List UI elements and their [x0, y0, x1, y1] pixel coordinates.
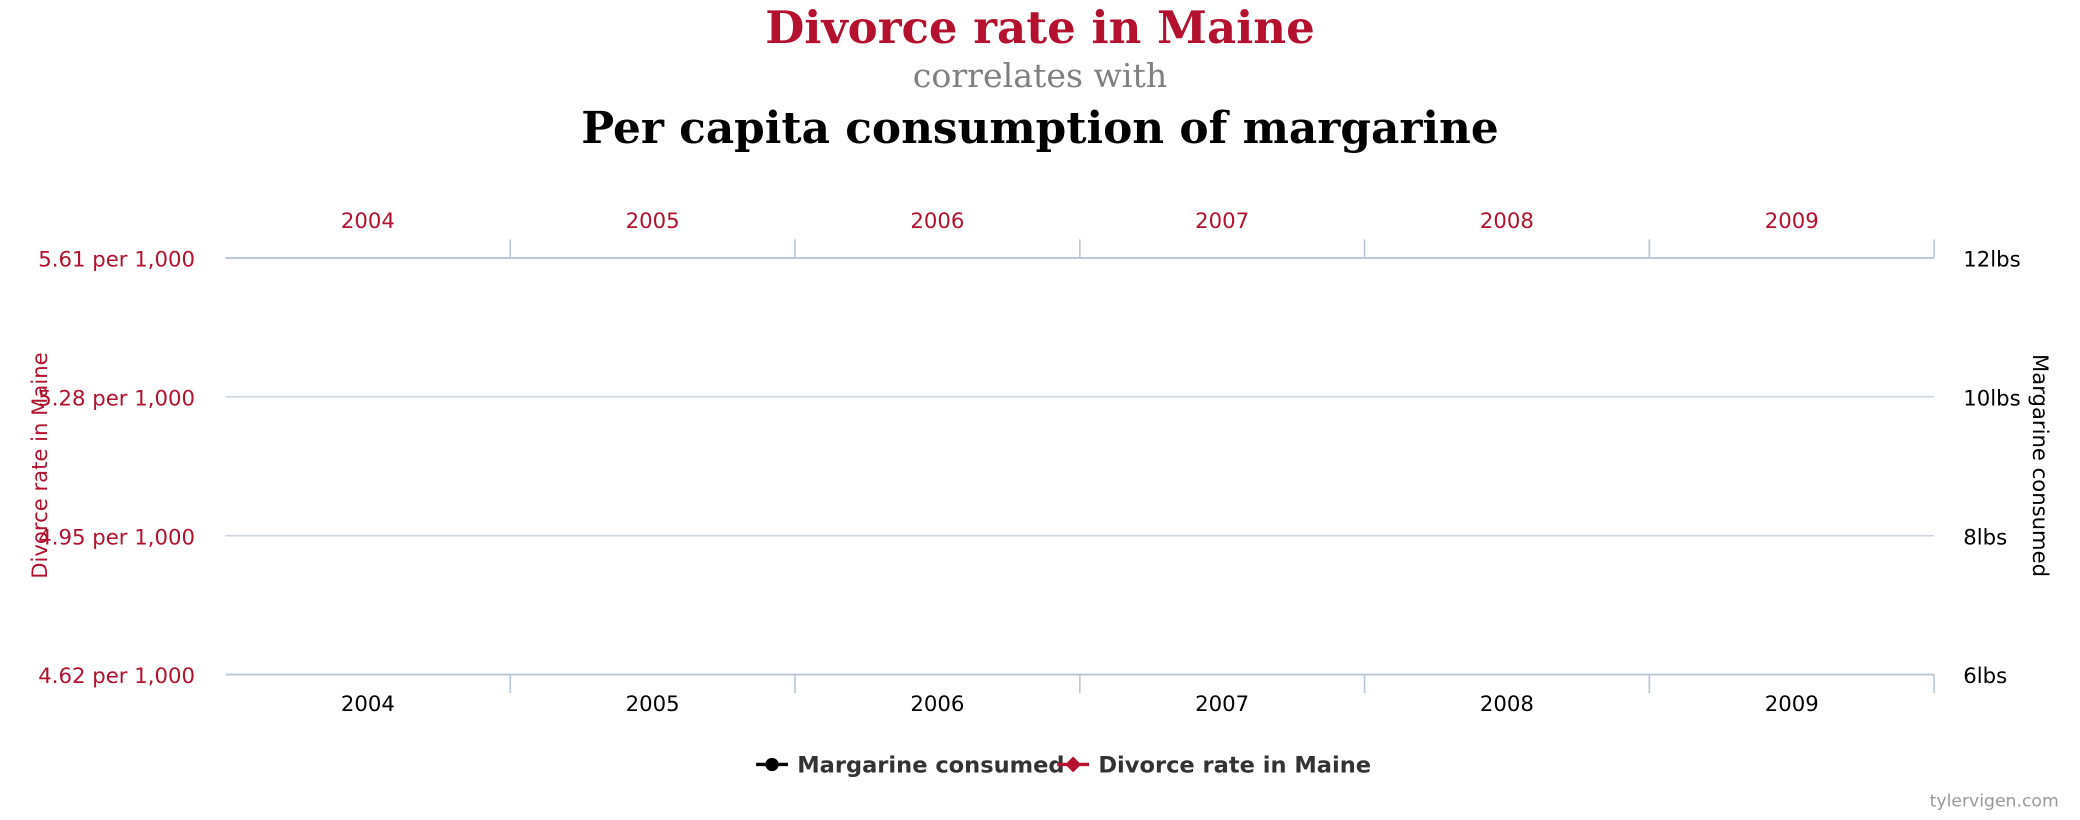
- legend-marker: [765, 757, 779, 772]
- y2-tick-label: 6lbs: [1963, 663, 2007, 688]
- y2-tick-label: 8lbs: [1963, 524, 2007, 549]
- legend-label: Divorce rate in Maine: [1098, 752, 1371, 778]
- y2-axis-label: Margarine consumed: [2028, 354, 2053, 577]
- x-tick-label: 2004: [341, 691, 395, 716]
- x-tick-label-top: 2006: [910, 208, 964, 233]
- legend-marker: [1065, 756, 1082, 773]
- y2-tick-label: 10lbs: [1963, 385, 2020, 410]
- y-tick-label: 4.62 per 1,000: [38, 663, 195, 688]
- x-tick-label: 2009: [1765, 691, 1819, 716]
- x-tick-label: 2007: [1195, 691, 1249, 716]
- x-tick-label-top: 2005: [626, 208, 680, 233]
- chart-connector: correlates with: [913, 56, 1167, 95]
- x-tick-label-top: 2007: [1195, 208, 1249, 233]
- chart-title: Divorce rate in Maine: [765, 1, 1315, 54]
- x-tick-label: 2006: [910, 691, 964, 716]
- x-tick-label-top: 2004: [341, 208, 395, 233]
- y-tick-label: 5.61 per 1,000: [38, 247, 195, 272]
- y-tick-label: 4.95 per 1,000: [38, 524, 195, 549]
- x-tick-label: 2008: [1480, 691, 1534, 716]
- chart-subtitle: Per capita consumption of margarine: [581, 103, 1498, 154]
- source: tylervigen.com: [1930, 791, 2059, 811]
- x-tick-label-top: 2009: [1765, 208, 1819, 233]
- y2-tick-label: 12lbs: [1963, 247, 2020, 272]
- x-tick-label-top: 2008: [1480, 208, 1534, 233]
- y-axis-label: Divorce rate in Maine: [27, 352, 52, 578]
- y-tick-label: 5.28 per 1,000: [38, 385, 195, 410]
- x-tick-label: 2005: [626, 691, 680, 716]
- legend-label: Margarine consumed: [797, 752, 1064, 778]
